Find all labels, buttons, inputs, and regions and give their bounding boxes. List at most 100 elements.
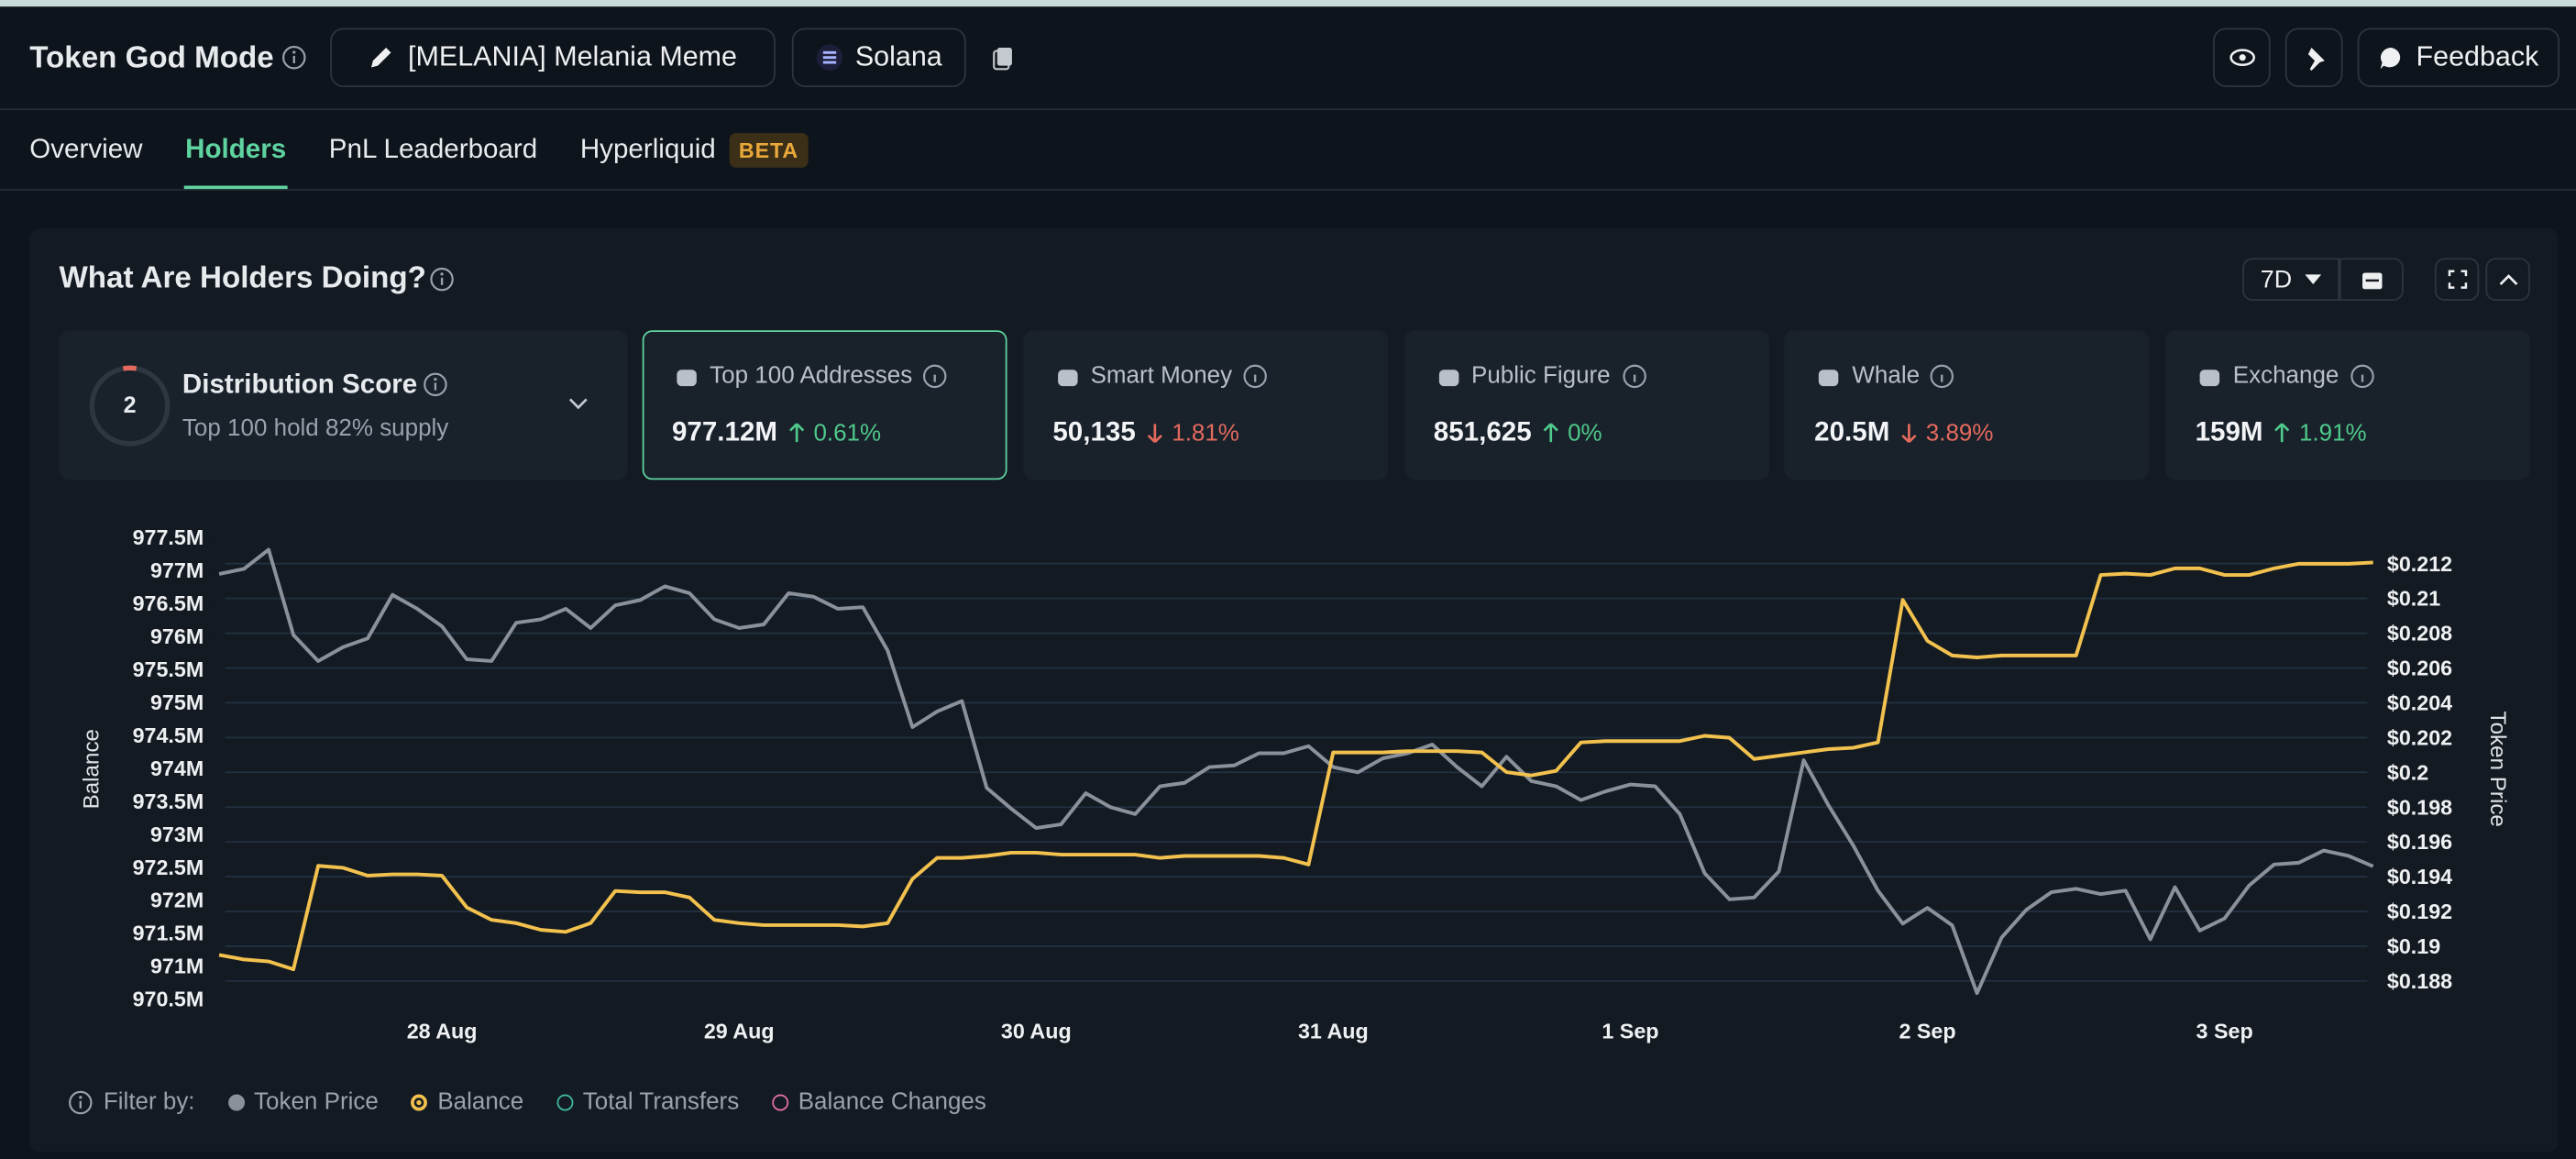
- info-icon[interactable]: [67, 1089, 94, 1116]
- copy-icon[interactable]: [991, 44, 1018, 71]
- arrow-shape: [2274, 423, 2291, 443]
- info-icon[interactable]: [281, 44, 307, 71]
- info-icon[interactable]: [1241, 363, 1268, 390]
- pin-button[interactable]: [2284, 28, 2343, 87]
- y2-tick-label: $0.188: [2387, 969, 2452, 993]
- icon-shape: [677, 370, 697, 387]
- icon-shape: [1438, 370, 1459, 387]
- arrow-shape: [789, 423, 805, 443]
- x-tick-label: 29 Aug: [704, 1020, 775, 1043]
- change-arrow: [1544, 423, 1559, 443]
- card-label: Whale: [1852, 363, 1921, 390]
- card-value: 20.5M: [1814, 417, 1890, 447]
- y-tick-label: 973M: [150, 822, 204, 846]
- change-arrow: [1148, 424, 1163, 444]
- card-icon: [1438, 370, 1459, 387]
- filter-bar: Filter by: Token Price Balance Total Trans…: [67, 1089, 986, 1116]
- arrow-shape: [1901, 424, 1917, 444]
- y2-tick-label: $0.202: [2387, 725, 2452, 749]
- x-tick-label: 30 Aug: [1001, 1020, 1072, 1043]
- period: 7D: [2260, 265, 2293, 293]
- card-label: Public Figure: [1470, 363, 1611, 390]
- metric-card[interactable]: Public Figure 851,625 0%: [1404, 330, 1769, 480]
- y2-tick-label: $0.212: [2387, 552, 2452, 576]
- arrow-shape: [1148, 424, 1163, 444]
- card-values: 851,625 0%: [1434, 417, 1602, 448]
- tab[interactable]: Holders: [183, 134, 289, 190]
- y2-tick-label: $0.192: [2387, 900, 2452, 923]
- info-icon[interactable]: [429, 266, 456, 293]
- token-button[interactable]: [MELANIA] Melania Meme: [330, 28, 776, 87]
- y-tick-label: 974M: [150, 756, 204, 780]
- y-tick-label: 973.5M: [133, 789, 204, 813]
- token-name: [MELANIA] Melania Meme: [408, 40, 738, 72]
- card-values: 20.5M 3.89%: [1814, 417, 1993, 448]
- x-tick-label: 28 Aug: [407, 1020, 478, 1043]
- tab[interactable]: PnL Leaderboard: [328, 134, 538, 165]
- feedback-button[interactable]: Feedback: [2357, 28, 2560, 87]
- score-subtitle: Top 100 hold 82% supply: [182, 415, 449, 443]
- y2-tick-label: $0.198: [2387, 795, 2452, 819]
- y2-tick-label: $0.19: [2387, 934, 2440, 958]
- icon-shape: [1622, 364, 1646, 389]
- legend-dot[interactable]: [556, 1094, 574, 1111]
- info-icon[interactable]: [2350, 363, 2376, 390]
- watch-button[interactable]: [2212, 28, 2271, 87]
- card-change: 0%: [1568, 419, 1602, 447]
- y-tick-label: 971M: [150, 955, 204, 978]
- info-icon[interactable]: [1621, 363, 1647, 390]
- legend-dot[interactable]: [772, 1094, 788, 1111]
- card-icon: [1819, 370, 1840, 387]
- card-change: 3.89%: [1925, 419, 1994, 447]
- distribution-card[interactable]: 2 Distribution Score Top 100 hold 82% su…: [59, 330, 628, 480]
- icon-shape: [1057, 370, 1078, 387]
- card-icon: [677, 370, 697, 387]
- score: 2: [123, 391, 137, 418]
- legend-label[interactable]: Balance: [437, 1089, 524, 1116]
- legend-label[interactable]: Token Price: [254, 1089, 379, 1116]
- card-values: 159M 1.91%: [2196, 417, 2367, 448]
- change-arrow: [1901, 424, 1917, 444]
- icon-shape: [1243, 364, 1267, 389]
- metric-card[interactable]: Whale 20.5M 3.89%: [1784, 330, 2150, 480]
- legend-dot[interactable]: [411, 1094, 428, 1111]
- legend-label[interactable]: Balance Changes: [798, 1089, 986, 1116]
- metric-card[interactable]: Smart Money 50,135 1.81%: [1023, 330, 1388, 480]
- card-icon: [2199, 370, 2220, 387]
- legend-label[interactable]: Total Transfers: [582, 1089, 740, 1116]
- x-tick-label: 3 Sep: [2196, 1020, 2253, 1043]
- metric-card[interactable]: Exchange 159M 1.91%: [2165, 330, 2531, 480]
- y-tick-label: 970.5M: [133, 988, 204, 1011]
- collapse-button[interactable]: [2485, 258, 2530, 301]
- card-change: 0.61%: [813, 419, 882, 447]
- card-value: 50,135: [1052, 417, 1136, 447]
- y2-tick-label: $0.204: [2387, 690, 2452, 714]
- info-icon[interactable]: [1930, 363, 1956, 390]
- info-icon[interactable]: [423, 371, 449, 398]
- tab[interactable]: Overview: [29, 134, 143, 165]
- tab[interactable]: Hyperliquid: [579, 134, 716, 165]
- score-ring: [89, 365, 171, 447]
- metric-card[interactable]: Top 100 Addresses 977.12M 0.61%: [642, 330, 1007, 480]
- card-value: 977.12M: [671, 417, 778, 447]
- card-values: 50,135 1.81%: [1052, 417, 1239, 448]
- chain-name: Solana: [854, 40, 942, 72]
- x-tick-label: 1 Sep: [1602, 1020, 1658, 1043]
- y2-tick-label: $0.206: [2387, 657, 2452, 680]
- y2-tick-label: $0.194: [2387, 865, 2452, 889]
- expand-button[interactable]: [2434, 258, 2480, 301]
- y-tick-label: 975M: [150, 690, 204, 714]
- calendar-button[interactable]: [2339, 258, 2404, 301]
- icon-shape: [2350, 364, 2375, 389]
- info-icon[interactable]: [921, 363, 948, 390]
- icon-shape: [1931, 364, 1954, 389]
- divider: [0, 189, 2576, 191]
- card-values: 977.12M 0.61%: [672, 417, 881, 448]
- chain-button[interactable]: Solana: [791, 28, 966, 87]
- y-tick-label: 976M: [150, 624, 204, 648]
- legend-dot[interactable]: [227, 1094, 245, 1111]
- chevron-down[interactable]: [568, 398, 589, 411]
- tab-bar: Overview Holders PnL Leaderboard Hyperliqui…: [29, 133, 809, 190]
- period-select[interactable]: 7D: [2242, 258, 2339, 301]
- y2-tick-label: $0.21: [2387, 587, 2440, 611]
